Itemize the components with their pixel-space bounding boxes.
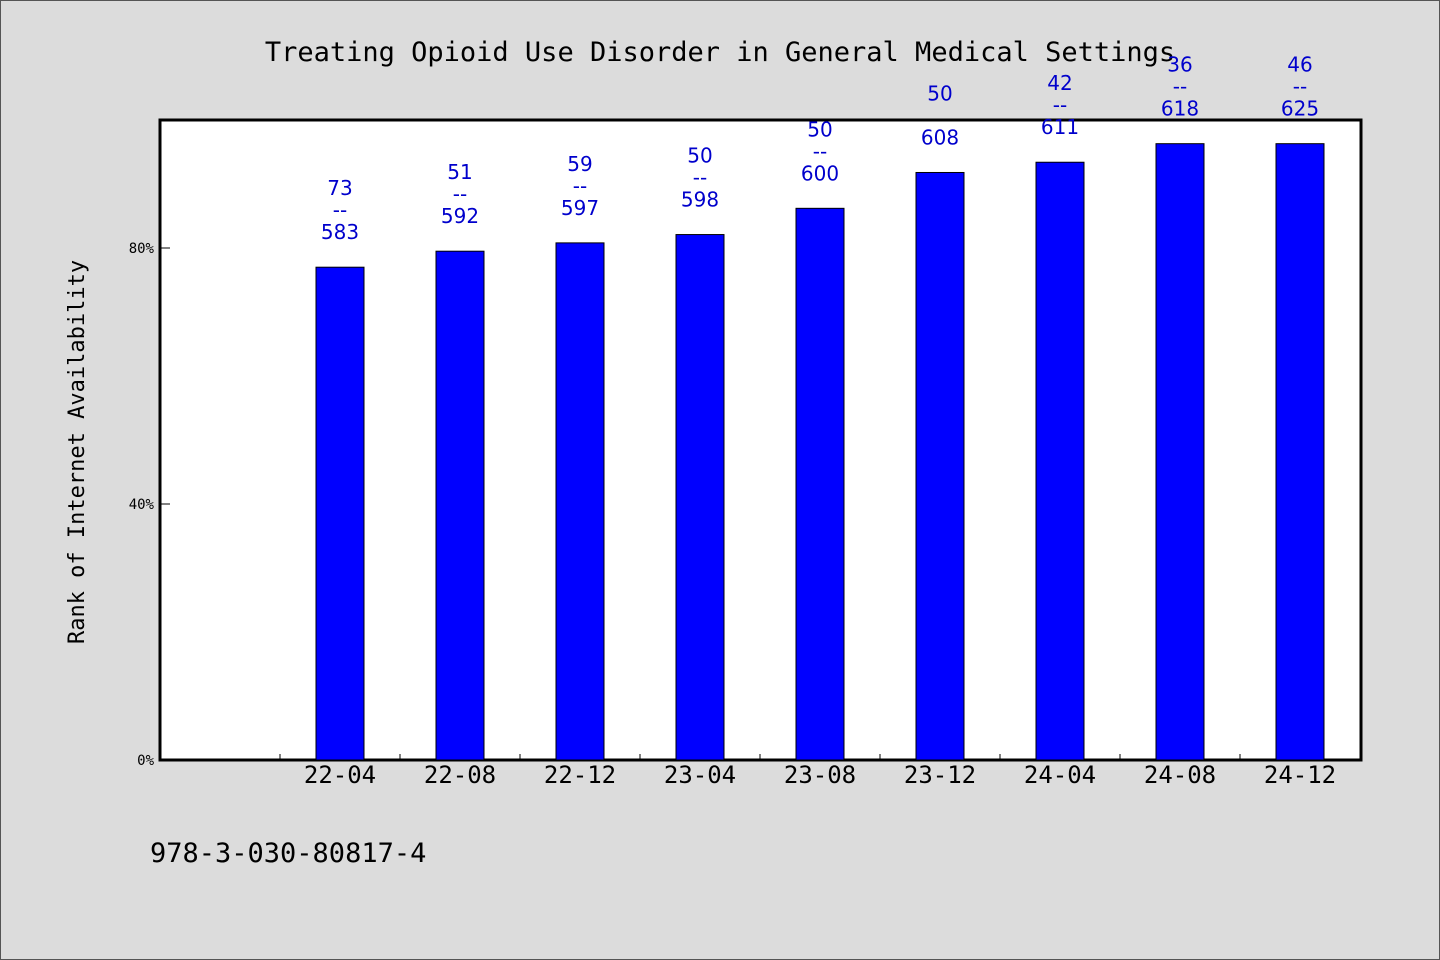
data-label: 73 [327,176,352,200]
bar [1275,143,1325,761]
data-label: -- [1173,75,1187,99]
data-label: -- [1293,75,1307,99]
x-tick-label: 24-12 [1264,761,1336,789]
data-label: 36 [1167,53,1192,77]
data-label: -- [1053,93,1067,117]
bar [315,266,365,761]
x-tick-label: 22-08 [424,761,496,789]
bar [795,207,845,761]
bar [435,250,485,761]
bar [555,242,605,761]
data-label: 592 [441,204,479,228]
footer-isbn: 978-3-030-80817-4 [150,838,426,869]
data-label: 600 [801,161,839,185]
y-tick-label: 0% [137,753,154,769]
bars [315,143,1325,761]
bar [1035,161,1085,761]
data-labels: 73--58351--59259--59750--59850--60050608… [321,53,1319,245]
x-tick-label: 23-12 [904,761,976,789]
x-tick-label: 22-04 [304,761,376,789]
data-label: -- [693,166,707,190]
data-label: 597 [561,196,599,220]
x-tick-label: 22-12 [544,761,616,789]
data-label: 611 [1041,115,1079,139]
chart-title: Treating Opioid Use Disorder in General … [265,37,1175,68]
data-label: 598 [681,188,719,212]
data-label: 59 [567,152,592,176]
bar [1155,143,1205,761]
x-tick-label: 24-04 [1024,761,1096,789]
data-label: 46 [1287,53,1312,77]
y-axis-ticks: 0% 40% 80% [129,241,170,769]
data-label: 42 [1047,71,1072,95]
data-label: -- [573,174,587,198]
y-tick-label: 40% [129,497,155,513]
bar [915,171,965,761]
y-axis-label: Rank of Internet Availability [65,260,90,644]
x-tick-label: 23-04 [664,761,736,789]
data-label: -- [813,139,827,163]
data-label: 625 [1281,97,1319,121]
data-label: 583 [321,220,359,244]
data-label: -- [333,198,347,222]
data-label: 618 [1161,97,1199,121]
data-label: 50 [807,117,832,141]
data-label: -- [453,182,467,206]
data-label: 50 [927,81,952,105]
y-tick-label: 80% [129,241,155,257]
x-tick-label: 23-08 [784,761,856,789]
data-label: 608 [921,125,959,149]
x-tick-label: 24-08 [1144,761,1216,789]
x-axis-ticks: 22-04 22-08 22-12 23-04 23-08 23-12 24-04 24-08… [279,754,1361,789]
bar [675,234,725,761]
data-label: 51 [447,160,472,184]
data-label: 50 [687,144,712,168]
